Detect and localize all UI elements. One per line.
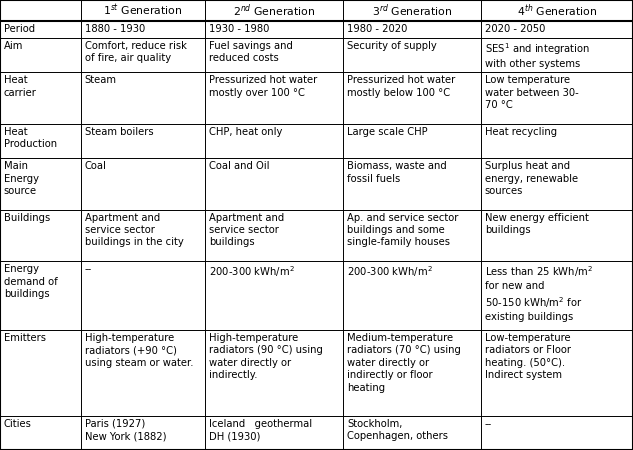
Text: Energy
demand of
buildings: Energy demand of buildings [4, 264, 58, 299]
Text: 1880 - 1930: 1880 - 1930 [85, 24, 145, 34]
Text: High-temperature
radiators (+90 °C)
using steam or water.: High-temperature radiators (+90 °C) usin… [85, 333, 193, 368]
Text: Aim: Aim [4, 41, 23, 51]
Text: Heat
Production: Heat Production [4, 127, 57, 149]
Text: Coal: Coal [85, 161, 107, 171]
Text: --: -- [85, 264, 92, 274]
Text: Surplus heat and
energy, renewable
sources: Surplus heat and energy, renewable sourc… [485, 161, 578, 196]
Text: Pressurized hot water
mostly over 100 °C: Pressurized hot water mostly over 100 °C [209, 75, 317, 98]
Text: Medium-temperature
radiators (70 °C) using
water directly or
indirectly or floor: Medium-temperature radiators (70 °C) usi… [347, 333, 461, 392]
Text: Steam boilers: Steam boilers [85, 127, 153, 137]
Text: 3$^{rd}$ Generation: 3$^{rd}$ Generation [372, 2, 453, 18]
Text: Low temperature
water between 30-
70 °C: Low temperature water between 30- 70 °C [485, 75, 579, 110]
Text: Fuel savings and
reduced costs: Fuel savings and reduced costs [209, 41, 293, 63]
Text: Less than 25 kWh/m$^{2}$
for new and
50-150 kWh/m$^{2}$ for
existing buildings: Less than 25 kWh/m$^{2}$ for new and 50-… [485, 264, 593, 322]
Text: --: -- [485, 419, 492, 429]
Text: Large scale CHP: Large scale CHP [347, 127, 427, 137]
Text: Period: Period [4, 24, 35, 34]
Text: Comfort, reduce risk
of fire, air quality: Comfort, reduce risk of fire, air qualit… [85, 41, 187, 63]
Text: Steam: Steam [85, 75, 117, 86]
Text: Paris (1927)
New York (1882): Paris (1927) New York (1882) [85, 419, 166, 441]
Text: Buildings: Buildings [4, 213, 50, 223]
Text: Emitters: Emitters [4, 333, 46, 343]
Text: 200-300 kWh/m$^{2}$: 200-300 kWh/m$^{2}$ [209, 264, 295, 279]
Text: Low-temperature
radiators or Floor
heating. (50°C).
Indirect system: Low-temperature radiators or Floor heati… [485, 333, 571, 380]
Text: Apartment and
service sector
buildings in the city: Apartment and service sector buildings i… [85, 213, 184, 248]
Text: Heat
carrier: Heat carrier [4, 75, 37, 98]
Text: Iceland   geothermal
DH (1930): Iceland geothermal DH (1930) [209, 419, 312, 441]
Text: CHP, heat only: CHP, heat only [209, 127, 282, 137]
Text: High-temperature
radiators (90 °C) using
water directly or
indirectly.: High-temperature radiators (90 °C) using… [209, 333, 323, 380]
Text: Heat recycling: Heat recycling [485, 127, 557, 137]
Text: 2$^{nd}$ Generation: 2$^{nd}$ Generation [233, 2, 315, 18]
Text: 4$^{th}$ Generation: 4$^{th}$ Generation [517, 2, 597, 18]
Text: Apartment and
service sector
buildings: Apartment and service sector buildings [209, 213, 284, 248]
Text: Main
Energy
source: Main Energy source [4, 161, 39, 196]
Text: Coal and Oil: Coal and Oil [209, 161, 270, 171]
Text: Stockholm,
Copenhagen, others: Stockholm, Copenhagen, others [347, 419, 448, 441]
Text: SES$^{1}$ and integration
with other systems: SES$^{1}$ and integration with other sys… [485, 41, 590, 69]
Text: New energy efficient
buildings: New energy efficient buildings [485, 213, 589, 235]
Text: 1980 - 2020: 1980 - 2020 [347, 24, 407, 34]
Text: Ap. and service sector
buildings and some
single-family houses: Ap. and service sector buildings and som… [347, 213, 458, 248]
Text: 1$^{st}$ Generation: 1$^{st}$ Generation [103, 3, 183, 18]
Text: Biomass, waste and
fossil fuels: Biomass, waste and fossil fuels [347, 161, 447, 184]
Text: Pressurized hot water
mostly below 100 °C: Pressurized hot water mostly below 100 °… [347, 75, 455, 98]
Text: 1930 - 1980: 1930 - 1980 [209, 24, 269, 34]
Text: Cities: Cities [4, 419, 32, 429]
Text: 2020 - 2050: 2020 - 2050 [485, 24, 545, 34]
Text: Security of supply: Security of supply [347, 41, 437, 51]
Text: 200-300 kWh/m$^{2}$: 200-300 kWh/m$^{2}$ [347, 264, 433, 279]
